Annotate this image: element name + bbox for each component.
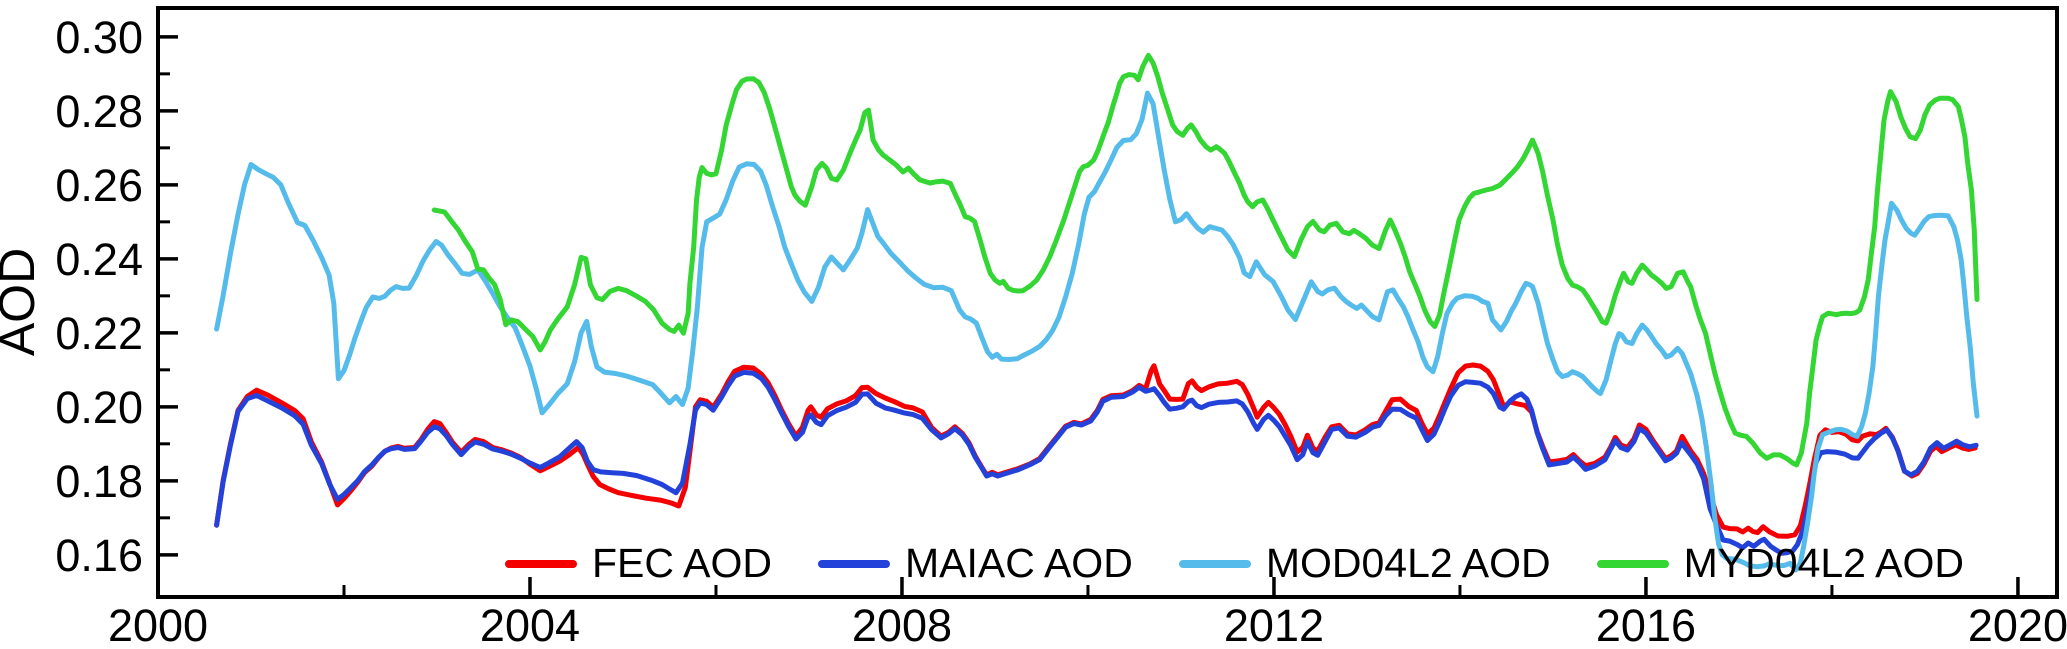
data-series-lines [214, 52, 1980, 573]
y-tick-label: 0.18 [55, 456, 143, 507]
series-line-mod04l2-aod [214, 90, 1980, 573]
legend-line-swatch-icon [505, 559, 577, 568]
legend-label: MYD04L2 AOD [1683, 540, 1964, 586]
x-tick-label: 2008 [852, 600, 952, 649]
y-tick-label: 0.22 [55, 308, 143, 359]
legend-label: FEC AOD [592, 540, 772, 586]
x-tick-label: 2012 [1224, 600, 1324, 649]
legend-line-swatch-icon [817, 559, 890, 568]
legend-label: MAIAC AOD [904, 540, 1133, 586]
y-tick-label: 0.30 [55, 12, 143, 63]
legend-line-swatch-icon [1596, 559, 1669, 568]
legend-line-swatch-icon [1178, 559, 1251, 568]
legend-item-fec-aod: FEC AOD [505, 543, 772, 584]
tick-labels: 2000 2004 2008 2012 2016 2020 0.16 0.18 0.20 0.22… [55, 12, 2067, 649]
y-tick-label: 0.20 [55, 382, 143, 433]
y-axis-title: AOD [0, 248, 45, 356]
x-tick-label: 2020 [1968, 600, 2067, 649]
legend-item-mod04l2-aod: MOD04L2 AOD [1178, 540, 1551, 586]
x-tick-label: 2004 [480, 600, 580, 649]
legend-label: MOD04L2 AOD [1265, 540, 1551, 586]
x-tick-label: 2000 [108, 600, 208, 649]
legend-item-maiac-aod: MAIAC AOD [817, 540, 1133, 586]
series-line-fec-aod [214, 362, 1978, 539]
y-tick-label: 0.16 [55, 530, 143, 581]
x-tick-label: 2016 [1596, 600, 1696, 649]
series-line-maiac-aod [214, 369, 1979, 556]
y-tick-label: 0.24 [55, 234, 143, 285]
y-tick-label: 0.26 [55, 160, 143, 211]
y-tick-label: 0.28 [55, 86, 143, 137]
chart-legend: FEC AOD MAIAC AOD MOD04L2 AOD MYD04L2 AOD [505, 543, 1964, 584]
series-line-myd04l2-aod [431, 52, 1980, 468]
legend-item-myd04l2-aod: MYD04L2 AOD [1596, 540, 1964, 586]
plot-frame [156, 6, 2059, 599]
axes [156, 6, 2059, 599]
